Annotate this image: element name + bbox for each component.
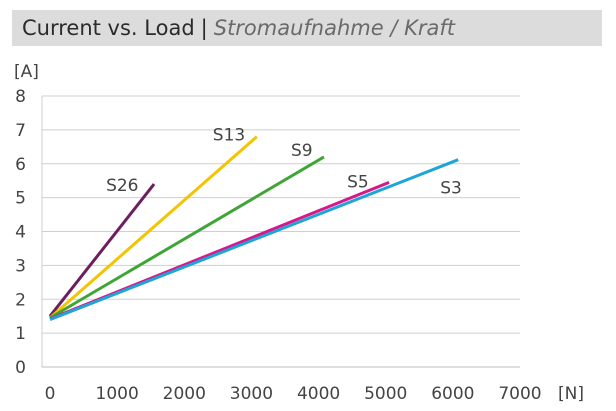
x-tick-label: 7000 [498, 384, 541, 404]
series-lines [48, 135, 459, 321]
chart-title: Current vs. Load [22, 16, 195, 40]
labels: 0 1 2 3 4 5 6 7 8 0 1000 2000 3000 4000 5000 6000 7000 [A… [14, 62, 584, 404]
x-tick-label: 4000 [297, 384, 340, 404]
series-label-s26: S26 [106, 176, 138, 196]
series-label-s3: S3 [440, 179, 462, 199]
x-tick-label: 5000 [364, 384, 407, 404]
y-tick-label: 8 [15, 87, 26, 107]
series-label-s9: S9 [291, 141, 313, 161]
series-line-s13 [49, 135, 258, 320]
y-tick-label: 3 [15, 256, 26, 276]
y-tick-label: 0 [15, 358, 26, 378]
x-tick-label: 1000 [96, 384, 139, 404]
x-tick-label: 6000 [431, 384, 474, 404]
y-axis-unit: [A] [14, 62, 39, 82]
series-line-s3 [49, 158, 459, 321]
y-tick-label: 7 [15, 121, 26, 141]
chart-title-bar: Current vs. Load | Stromaufnahme / Kraft [12, 10, 602, 46]
y-tick-label: 4 [15, 223, 26, 243]
x-tick-label: 0 [45, 384, 56, 404]
chart-subtitle: Stromaufnahme / Kraft [213, 16, 455, 40]
y-tick-label: 5 [15, 189, 26, 209]
series-line-s26 [48, 183, 156, 318]
y-tick-label: 1 [15, 324, 26, 344]
grid-lines [42, 95, 520, 334]
axes [41, 96, 520, 368]
y-tick-label: 6 [15, 155, 26, 175]
x-tick-label: 3000 [230, 384, 273, 404]
series-line-s9 [49, 155, 325, 320]
x-axis-unit: [N] [558, 384, 584, 404]
series-label-s13: S13 [213, 126, 245, 146]
y-tick-label: 2 [15, 290, 26, 310]
title-separator: | [200, 16, 208, 40]
series-label-s5: S5 [347, 172, 369, 192]
x-tick-label: 2000 [163, 384, 206, 404]
